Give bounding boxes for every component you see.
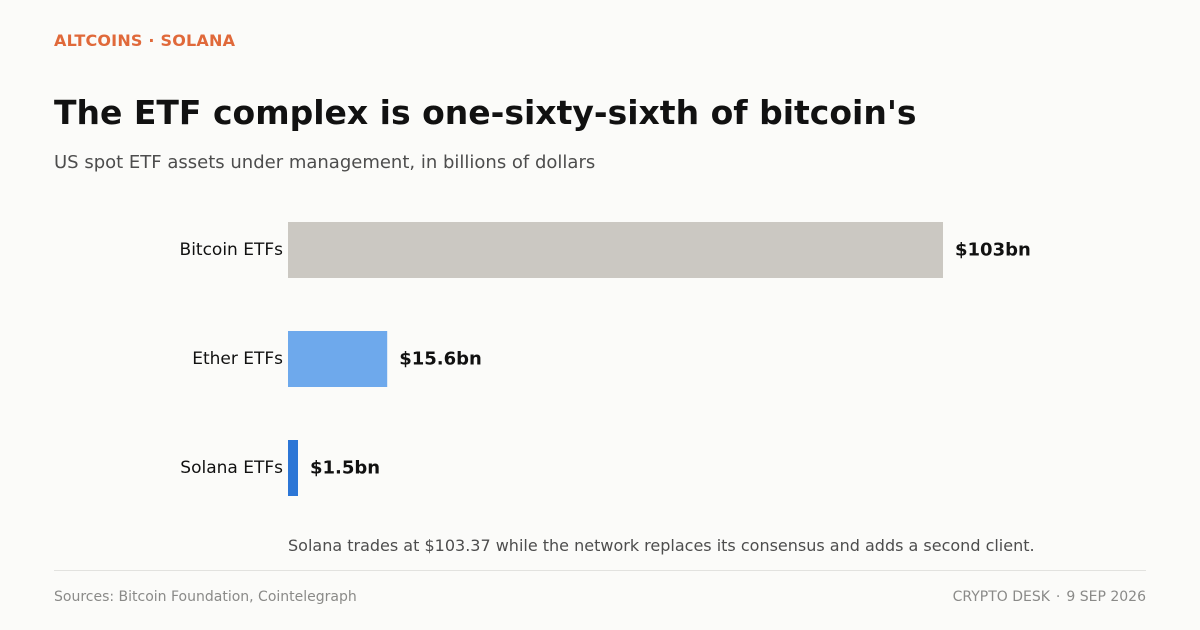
bar-chart: Bitcoin ETFs $103bn Ether ETFs $15.6bn Solan…: [180, 222, 1031, 496]
source-credit: Sources: Bitcoin Foundation, Cointelegra…: [54, 589, 357, 605]
publisher-credit: CRYPTO DESK · 9 SEP 2026: [953, 589, 1146, 605]
footer-divider: [54, 570, 1146, 571]
section-kicker: ALTCOINS · SOLANA: [54, 31, 236, 50]
category-label: Solana ETFs: [180, 458, 283, 478]
credit-separator: ·: [1055, 589, 1061, 605]
desk-name: CRYPTO DESK: [952, 589, 1050, 605]
chart-note: Solana trades at $103.37 while the netwo…: [288, 536, 1035, 555]
chart-subtitle: US spot ETF assets under management, in …: [54, 152, 596, 173]
publish-date: 9 SEP 2026: [1066, 589, 1146, 605]
category-label: Ether ETFs: [192, 349, 283, 369]
bar-solana-etfs: [288, 440, 298, 496]
bar-ether-etfs: [288, 331, 388, 387]
value-label: $103bn: [955, 240, 1031, 261]
category-label: Bitcoin ETFs: [180, 240, 284, 260]
chart-title: The ETF complex is one-sixty-sixth of bi…: [54, 93, 917, 132]
bar-bitcoin-etfs: [288, 222, 943, 278]
value-label: $15.6bn: [399, 349, 482, 370]
value-label: $1.5bn: [310, 458, 380, 479]
